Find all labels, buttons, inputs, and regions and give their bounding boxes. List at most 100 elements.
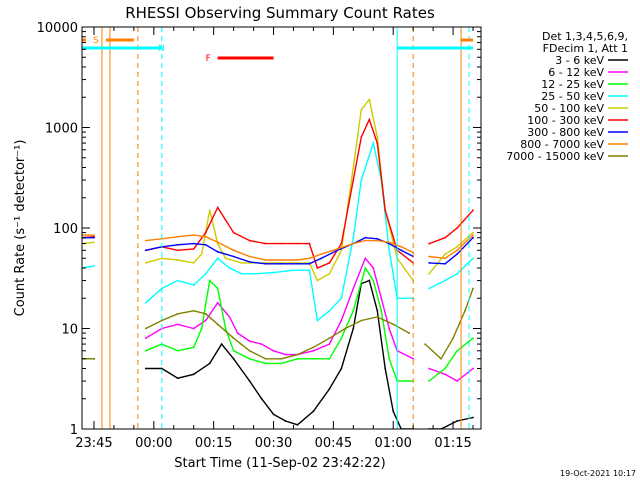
series-8-point-11	[264, 259, 267, 261]
series-7-point-24	[444, 262, 446, 265]
series-6-point-7	[204, 231, 207, 234]
series-8-point-19	[376, 239, 379, 242]
plot-area	[82, 97, 474, 429]
series-6-point-10	[232, 231, 235, 234]
series-3-point-3	[144, 349, 147, 352]
series-6-point-28	[456, 227, 458, 229]
series-6-point-8	[216, 206, 219, 209]
series-9-point-10	[248, 349, 251, 352]
legend-label-3: 12 - 25 keV	[541, 78, 604, 91]
series-6-point-11	[248, 239, 251, 242]
series-4-point-25	[428, 287, 430, 290]
series-7-point-13	[296, 262, 299, 265]
series-1-point-14	[296, 423, 299, 426]
series-4-point-9	[228, 267, 231, 269]
series-9-point-13	[296, 353, 299, 356]
series-3-point-6	[192, 346, 195, 349]
series-7-point-26	[472, 236, 474, 239]
series-5-point-29	[472, 231, 474, 234]
series-2-point-18	[340, 319, 343, 322]
series-9-point-6	[192, 309, 195, 312]
series-6-point-21	[368, 118, 371, 121]
series-1-point-16	[328, 388, 331, 390]
series-1-point-9	[232, 357, 235, 360]
x-tick-label: 01:00	[374, 436, 411, 451]
series-3-point-26	[428, 380, 430, 382]
series-line-6	[428, 209, 474, 245]
series-2-point-23	[388, 327, 391, 330]
series-1-point-28	[456, 420, 458, 422]
y-tick-label: 10000	[37, 21, 78, 36]
series-3-point-9	[216, 287, 219, 290]
series-7-point-25	[456, 253, 458, 256]
series-8-point-2	[93, 234, 95, 237]
series-8-point-17	[352, 242, 355, 245]
series-2-point-17	[328, 343, 331, 345]
x-tick-label: 00:30	[255, 436, 292, 451]
series-9-point-3	[144, 327, 147, 330]
series-8-point-12	[280, 259, 283, 261]
series-8-point-9	[232, 249, 235, 252]
series-4-point-10	[240, 272, 243, 275]
series-2-point-11	[248, 340, 251, 342]
series-8-point-21	[400, 245, 403, 248]
series-4-point-17	[340, 297, 343, 300]
series-8-point-3	[144, 239, 147, 242]
series-7-point-2	[93, 236, 95, 239]
series-8-point-6	[192, 234, 195, 237]
legend-label-4: 25 - 50 keV	[541, 90, 604, 103]
y-tick-label: 100	[53, 222, 78, 237]
legend-label-7: 300 - 800 keV	[527, 126, 604, 139]
legend-label-9: 7000 - 15000 keV	[506, 150, 604, 163]
series-4-point-13	[292, 269, 295, 272]
series-9-point-25	[472, 287, 474, 290]
series-8-point-5	[176, 235, 179, 238]
series-8-point-25	[456, 249, 458, 252]
series-6-point-6	[192, 248, 195, 250]
annotation-N-label: N	[158, 44, 165, 54]
series-1-point-8	[220, 343, 223, 345]
series-4-point-3	[144, 301, 147, 304]
series-7-point-9	[232, 255, 235, 258]
x-axis: 23:45 00:00 00:15 00:30 00:45 01:00 01:15	[75, 27, 474, 451]
series-8-point-18	[364, 239, 367, 242]
series-line-2	[428, 367, 474, 382]
series-8-point-23	[428, 255, 430, 258]
series-9-point-18	[376, 316, 379, 318]
series-7-point-14	[308, 262, 311, 265]
x-tick-label: 00:15	[195, 436, 232, 451]
legend-header-line-1: Det 1,3,4,5,6,9,	[542, 30, 628, 43]
series-4-point-12	[272, 271, 275, 274]
series-5-point-6	[192, 262, 195, 264]
series-line-9	[145, 310, 410, 360]
series-3-point-21	[372, 279, 375, 282]
series-1-point-17	[340, 367, 343, 370]
series-3-point-20	[364, 267, 367, 269]
series-1-point-13	[284, 420, 287, 422]
series-4-point-16	[328, 309, 331, 312]
series-6-point-16	[316, 267, 319, 269]
series-3-point-10	[224, 327, 227, 330]
series-6-point-17	[328, 262, 331, 264]
x-tick-label: 00:00	[135, 436, 172, 451]
series-2-point-5	[176, 323, 179, 326]
series-9-point-19	[392, 323, 395, 326]
series-5-point-8	[208, 209, 211, 212]
series-3-point-23	[388, 357, 391, 360]
series-5-point-5	[176, 259, 179, 261]
series-9-point-12	[280, 357, 283, 360]
series-6-point-22	[376, 142, 379, 145]
series-2-point-25	[412, 357, 415, 360]
series-1-point-7	[208, 362, 211, 365]
series-4-point-27	[456, 272, 458, 275]
series-9-point-17	[360, 319, 363, 322]
x-axis-label: Start Time (11-Sep-02 23:42:22)	[174, 456, 385, 471]
series-7-point-10	[248, 261, 251, 263]
series-4-point-11	[252, 272, 255, 275]
series-5-point-27	[444, 253, 446, 256]
series-9-point-15	[328, 337, 331, 340]
series-2-point-10	[236, 332, 239, 334]
